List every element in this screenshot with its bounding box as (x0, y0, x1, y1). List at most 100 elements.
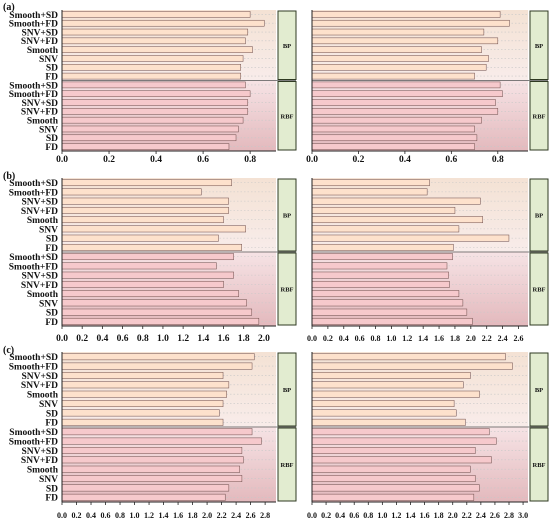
x-tick-label: 1.0 (386, 334, 396, 343)
x-tick-label: 2.0 (448, 511, 458, 520)
bp-bar (311, 372, 471, 379)
bp-bar (61, 46, 253, 53)
bp-bar (311, 188, 428, 196)
x-tick-label: 2.0 (258, 334, 270, 344)
bp-bar (61, 400, 224, 407)
category-label: SNV (39, 55, 58, 65)
bp-bar (311, 64, 487, 71)
x-tick-label: 2.0 (202, 511, 212, 520)
bp-group-label: BP (535, 213, 543, 220)
bp-bar (61, 243, 242, 251)
rbf-group-box (529, 427, 549, 502)
x-tick-label: 1.4 (159, 511, 169, 520)
x-tick-label: 0.0 (56, 334, 68, 344)
rbf-group-box (277, 252, 297, 326)
category-label: SNV+SD (21, 99, 58, 109)
bp-bar (311, 234, 510, 242)
x-tick-label: 3.0 (518, 511, 528, 520)
rbf-bar (311, 143, 475, 150)
rbf-bar (311, 116, 482, 124)
category-label: SNV+SD (21, 372, 58, 382)
rbf-bar (311, 493, 475, 501)
rbf-bar (61, 308, 253, 316)
category-label: Smooth+SD (9, 428, 58, 438)
x-tick-label: 0.4 (150, 155, 162, 165)
category-label: FD (45, 143, 58, 153)
x-tick-label: 2.8 (260, 511, 270, 520)
category-label: SNV+FD (21, 207, 58, 217)
x-tick-label: 0.8 (137, 334, 149, 344)
x-tick-label: 1.8 (434, 511, 444, 520)
bp-bar (311, 390, 480, 398)
category-label: SNV+FD (21, 108, 58, 118)
bp-bar (311, 37, 499, 45)
x-tick-label: 2.8 (504, 511, 514, 520)
x-tick-label: 0.4 (86, 511, 96, 520)
rbf-bar (311, 465, 471, 473)
rbf-bar (311, 447, 476, 454)
bp-bar (311, 381, 464, 389)
bp-bar (61, 372, 224, 379)
x-tick-label: 1.2 (402, 334, 412, 343)
x-tick-label: 0.0 (307, 334, 317, 343)
bp-bar (311, 19, 510, 27)
bp-group-label: BP (535, 43, 543, 50)
category-label: SD (46, 309, 58, 319)
category-label: Smooth+SD (9, 11, 58, 21)
rbf-bar (311, 90, 503, 97)
x-tick-label: 1.0 (377, 511, 387, 520)
category-label: Smooth+FD (9, 262, 58, 272)
category-label: SNV (39, 475, 58, 485)
bp-bar (61, 353, 255, 361)
bp-group-label: BP (283, 387, 291, 394)
bp-group-box (529, 10, 549, 80)
rbf-bar (61, 456, 244, 464)
x-tick-label: 0.8 (492, 155, 504, 165)
bp-bar (311, 216, 483, 224)
bp-bar (61, 206, 229, 214)
bp-bar (311, 72, 475, 80)
bp-bar (311, 409, 457, 417)
rbf-bar (61, 437, 262, 445)
x-tick-label: 2.6 (513, 334, 523, 343)
category-label: Smooth+FD (9, 20, 58, 30)
bp-bar (61, 418, 224, 426)
bp-group-box (277, 10, 297, 80)
rbf-bar (61, 290, 239, 298)
category-label: Smooth (27, 46, 59, 56)
x-tick-label: 0.0 (307, 511, 317, 520)
bp-bar (61, 197, 229, 205)
rbf-bar (61, 428, 253, 436)
rbf-bar (311, 428, 490, 436)
bp-bar (311, 28, 485, 36)
chart-panel-2: BP RBF 0.0 0.2 0.4 0.6 0.8 (306, 10, 549, 165)
x-tick-label: 2.6 (490, 511, 500, 520)
x-tick-label: 0.6 (117, 334, 129, 344)
rbf-bar (61, 125, 239, 133)
x-tick-label: 1.4 (406, 511, 416, 520)
rbf-bar (61, 447, 243, 454)
x-tick-label: 0.6 (349, 511, 359, 520)
bp-bar (311, 243, 454, 251)
x-tick-label: 1.8 (238, 334, 250, 344)
chart-panel-1: BPRBFSmooth+SDSmooth+FDSNV+SDSNV+FDSmoot… (3, 2, 297, 165)
rbf-bar (311, 280, 450, 288)
category-label: SNV (39, 125, 58, 135)
category-label: SNV+SD (21, 447, 58, 457)
rbf-bar (311, 437, 497, 445)
bp-bar (61, 225, 246, 233)
category-label: Smooth+FD (9, 188, 58, 198)
rbf-bar (311, 262, 448, 270)
panel-label: (a) (3, 2, 15, 13)
rbf-bar (61, 116, 244, 124)
chart-panel-4: BP RBF 0.0 0.2 0.4 0.6 0.8 1.0 1.2 1.4 1.6 1.8 2.0 2.… (307, 178, 549, 343)
x-tick-label: 2.6 (246, 511, 256, 520)
x-tick-label: 1.4 (418, 334, 428, 343)
category-label: Smooth (27, 216, 59, 226)
bp-bar (311, 400, 455, 407)
bp-bar (311, 362, 513, 370)
bp-bar (61, 216, 224, 224)
x-tick-label: 0.4 (339, 334, 349, 343)
x-tick-label: 0.2 (321, 511, 331, 520)
